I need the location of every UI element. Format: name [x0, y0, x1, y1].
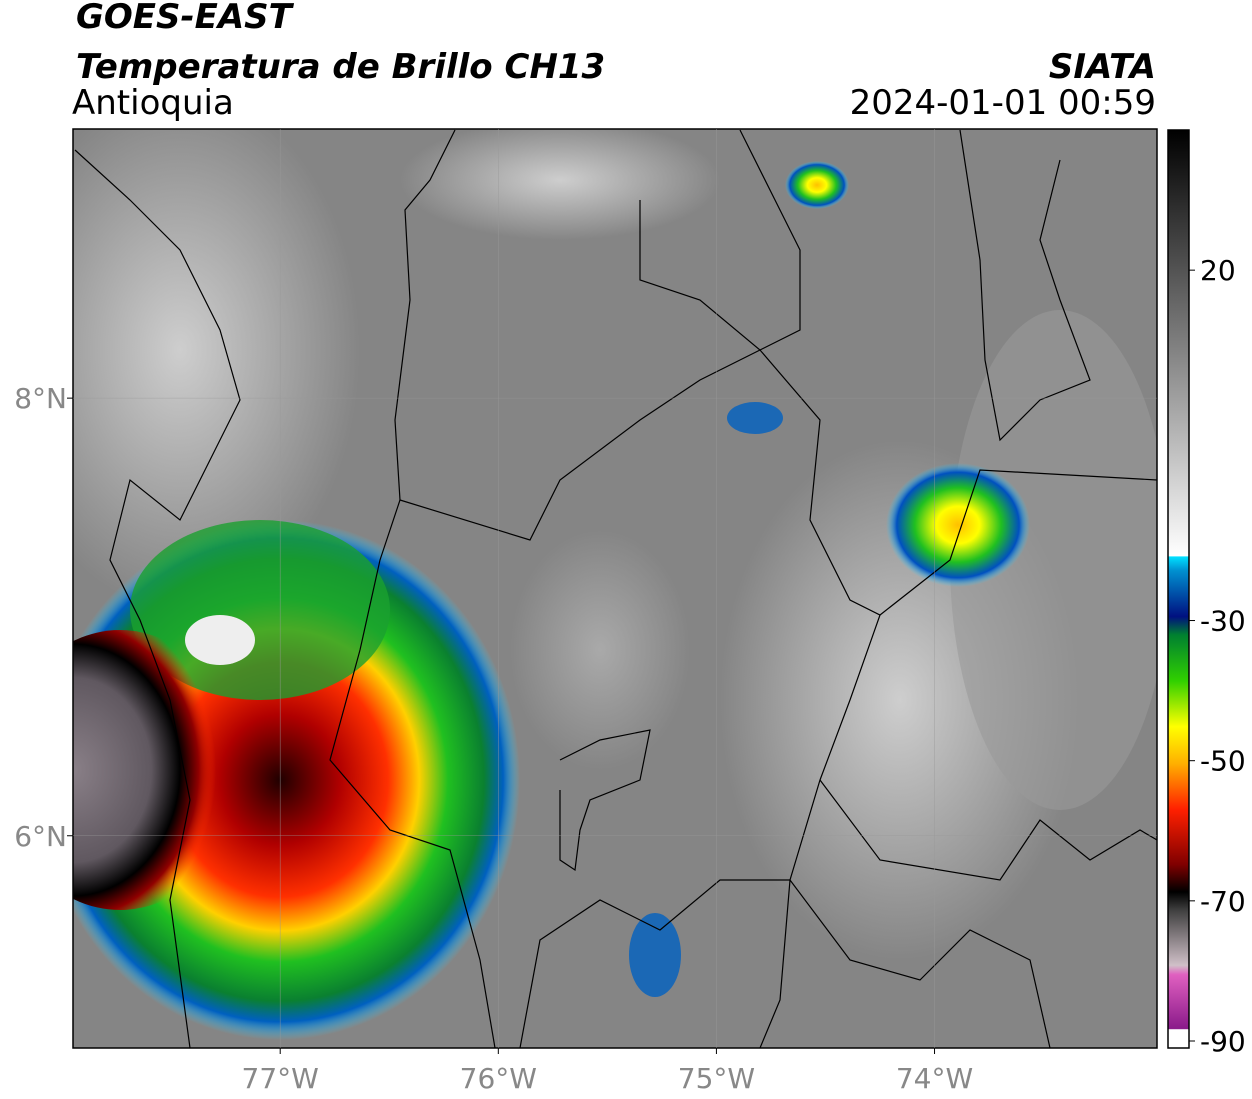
source: SIATA — [1049, 47, 1156, 87]
x-tick-label: 76°W — [460, 1062, 537, 1095]
y-tick-label: 6°N — [14, 820, 67, 853]
x-tick-label: 75°W — [678, 1062, 755, 1095]
region: Antioquia — [72, 83, 234, 123]
colorbar — [1167, 129, 1190, 1049]
datetime: 2024-01-01 00:59 — [850, 83, 1156, 123]
imagery — [73, 129, 1157, 1048]
colorbar-tick-label: 20 — [1200, 254, 1236, 287]
colorbar-tick-label: -50 — [1200, 745, 1246, 778]
title: GOES-EAST — [76, 0, 295, 37]
x-tick-label: 74°W — [896, 1062, 973, 1095]
y-tick-label: 8°N — [14, 382, 67, 415]
x-tick-label: 77°W — [242, 1062, 319, 1095]
map-frame — [72, 128, 1158, 1049]
colorbar-tick-label: -90 — [1200, 1025, 1246, 1058]
colorbar-tick-label: -70 — [1200, 885, 1246, 918]
subtitle: Temperatura de Brillo CH13 — [76, 47, 605, 87]
colorbar-tick-label: -30 — [1200, 605, 1246, 638]
